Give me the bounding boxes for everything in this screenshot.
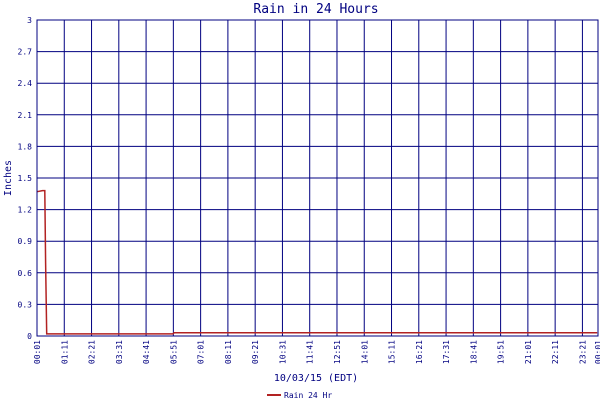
x-axis-label: 10/03/15 (EDT) xyxy=(274,373,358,384)
x-tick-label: 04:41 xyxy=(142,340,151,364)
y-tick-label: 0 xyxy=(27,332,32,341)
x-tick-label: 14:01 xyxy=(360,340,369,364)
y-tick-label: 2.4 xyxy=(18,79,33,88)
x-tick-label: 00:01 xyxy=(33,340,42,364)
x-tick-label: 19:51 xyxy=(497,340,506,364)
x-tick-labels: 00:01 01:11 02:21 03:31 04:41 05:51 07:01 08:11… xyxy=(33,340,600,364)
y-axis-label: Inches xyxy=(3,160,14,196)
x-tick-label: 07:01 xyxy=(197,340,206,364)
x-tick-label: 21:01 xyxy=(524,340,533,364)
x-tick-label: 15:11 xyxy=(388,340,397,364)
x-tick-label: 01:11 xyxy=(60,340,69,364)
y-tick-label: 1.5 xyxy=(18,174,33,183)
x-tick-label: 18:41 xyxy=(469,340,478,364)
x-tick-label: 10:31 xyxy=(278,340,287,364)
plot-frame xyxy=(36,19,599,337)
x-tick-label: 09:21 xyxy=(251,340,260,364)
x-tick-label: 11:41 xyxy=(306,340,315,364)
x-tick-label: 17:31 xyxy=(442,340,451,364)
x-tick-label: 12:51 xyxy=(333,340,342,364)
legend-label: Rain 24 Hr xyxy=(284,391,332,400)
series-line-rain-24-hr xyxy=(36,189,598,335)
x-tick-label: 00:01 xyxy=(594,340,600,364)
y-tick-label: 0.9 xyxy=(18,237,33,246)
x-tick-label: 05:51 xyxy=(169,340,178,364)
y-tick-label: 2.7 xyxy=(18,48,33,57)
y-tick-label: 1.8 xyxy=(18,142,33,151)
chart-title: Rain in 24 Hours xyxy=(253,2,378,17)
y-tick-label: 0.3 xyxy=(18,300,33,309)
y-tick-label: 2.1 xyxy=(18,111,33,120)
x-tick-label: 23:21 xyxy=(578,340,587,364)
y-tick-label: 1.2 xyxy=(18,206,33,215)
y-tick-label: 0.6 xyxy=(18,269,33,278)
legend: Rain 24 Hr xyxy=(267,391,332,400)
y-tick-labels: 0 0.3 0.6 0.9 1.2 1.5 1.8 2.1 2.4 2.7 3 xyxy=(18,16,33,341)
x-tick-label: 02:21 xyxy=(88,340,97,364)
series-layer xyxy=(36,189,598,335)
x-tick-label: 16:21 xyxy=(415,340,424,364)
x-tick-label: 03:31 xyxy=(115,340,124,364)
x-tick-label: 22:11 xyxy=(551,340,560,364)
x-tick-label: 08:11 xyxy=(224,340,233,364)
y-tick-label: 3 xyxy=(27,16,32,25)
